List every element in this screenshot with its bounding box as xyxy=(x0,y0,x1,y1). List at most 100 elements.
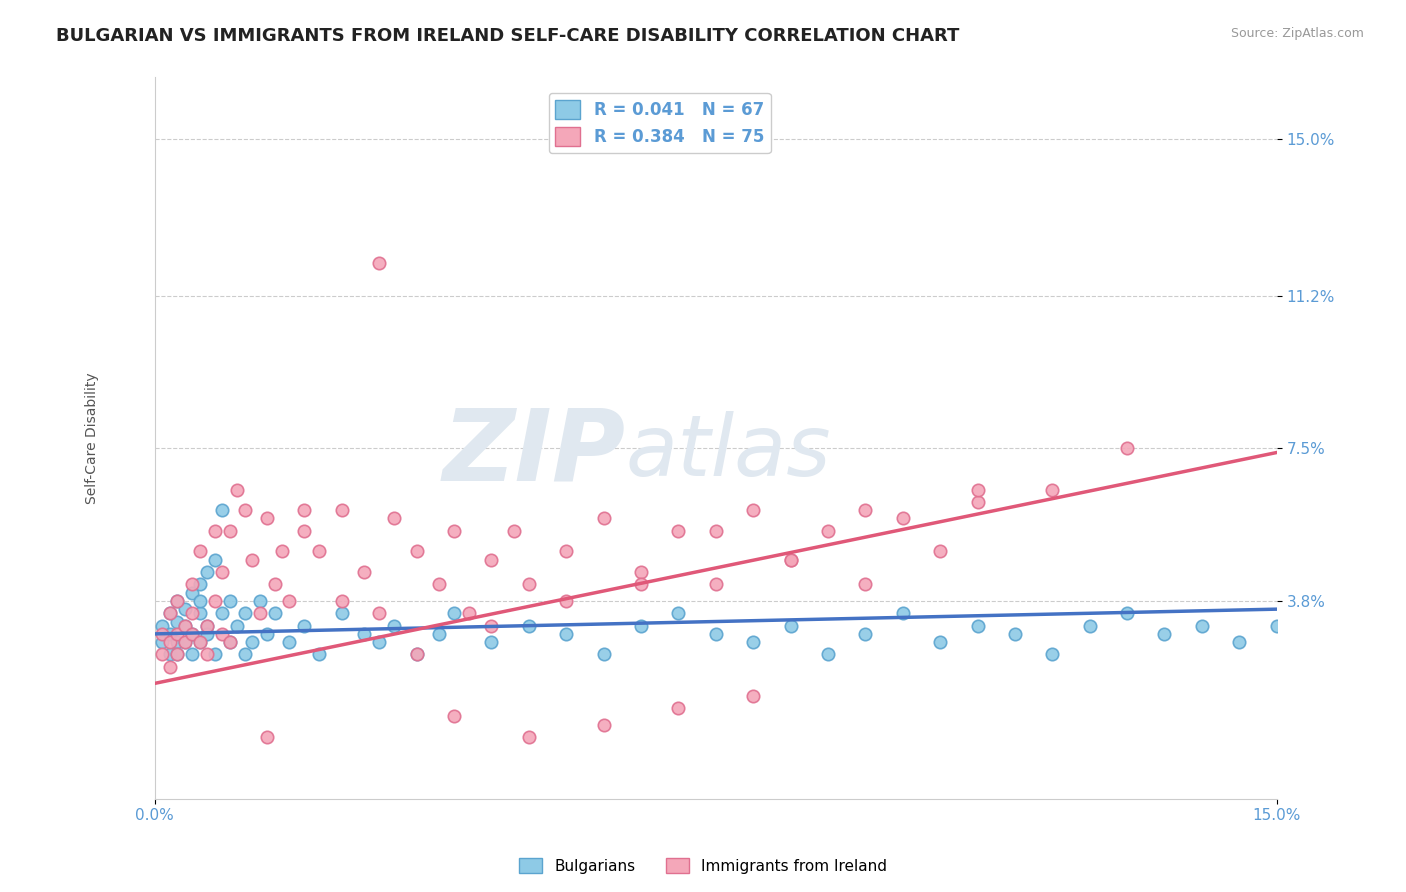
Point xyxy=(592,511,614,525)
Point xyxy=(1040,648,1063,662)
Point xyxy=(1004,627,1026,641)
Point xyxy=(166,627,188,641)
Point xyxy=(166,594,188,608)
Point xyxy=(211,565,233,579)
Point xyxy=(704,524,727,538)
Point xyxy=(308,648,330,662)
Point xyxy=(666,524,689,538)
Point xyxy=(1078,618,1101,632)
Point xyxy=(630,577,652,591)
Point xyxy=(195,565,218,579)
Point xyxy=(1040,483,1063,497)
Point xyxy=(704,577,727,591)
Point xyxy=(779,618,801,632)
Point xyxy=(853,627,876,641)
Point xyxy=(218,635,240,649)
Point xyxy=(226,618,249,632)
Point xyxy=(249,594,271,608)
Point xyxy=(1227,635,1250,649)
Point xyxy=(150,635,173,649)
Point xyxy=(173,618,195,632)
Point xyxy=(159,607,181,621)
Point xyxy=(330,503,353,517)
Legend: R = 0.041   N = 67, R = 0.384   N = 75: R = 0.041 N = 67, R = 0.384 N = 75 xyxy=(548,93,770,153)
Point xyxy=(405,648,427,662)
Point xyxy=(150,627,173,641)
Point xyxy=(929,544,952,558)
Point xyxy=(666,607,689,621)
Point xyxy=(256,730,278,744)
Point xyxy=(181,607,204,621)
Point xyxy=(256,511,278,525)
Point xyxy=(517,618,540,632)
Point xyxy=(368,256,391,270)
Point xyxy=(195,618,218,632)
Point xyxy=(195,648,218,662)
Point xyxy=(166,648,188,662)
Point xyxy=(271,544,294,558)
Point xyxy=(1116,442,1139,456)
Point xyxy=(1116,607,1139,621)
Point xyxy=(150,618,173,632)
Point xyxy=(742,635,765,649)
Point xyxy=(308,544,330,558)
Point xyxy=(218,635,240,649)
Point xyxy=(181,648,204,662)
Point xyxy=(592,717,614,731)
Point xyxy=(891,607,914,621)
Point xyxy=(779,552,801,566)
Point xyxy=(555,594,578,608)
Point xyxy=(166,635,188,649)
Point xyxy=(294,618,316,632)
Point xyxy=(443,607,465,621)
Point xyxy=(481,635,503,649)
Text: BULGARIAN VS IMMIGRANTS FROM IRELAND SELF-CARE DISABILITY CORRELATION CHART: BULGARIAN VS IMMIGRANTS FROM IRELAND SEL… xyxy=(56,27,960,45)
Point xyxy=(382,618,405,632)
Point xyxy=(779,552,801,566)
Y-axis label: Self-Care Disability: Self-Care Disability xyxy=(86,372,100,504)
Point xyxy=(166,615,188,629)
Point xyxy=(458,607,481,621)
Point xyxy=(159,635,181,649)
Point xyxy=(188,607,211,621)
Point xyxy=(211,627,233,641)
Point xyxy=(195,618,218,632)
Point xyxy=(211,503,233,517)
Point xyxy=(159,627,181,641)
Point xyxy=(742,689,765,703)
Point xyxy=(218,594,240,608)
Point xyxy=(666,701,689,715)
Point xyxy=(249,607,271,621)
Point xyxy=(159,607,181,621)
Point xyxy=(517,577,540,591)
Point xyxy=(211,607,233,621)
Point xyxy=(330,607,353,621)
Point xyxy=(368,607,391,621)
Point xyxy=(353,565,375,579)
Point xyxy=(181,627,204,641)
Point xyxy=(1265,618,1288,632)
Point xyxy=(166,594,188,608)
Point xyxy=(427,627,450,641)
Point xyxy=(405,648,427,662)
Point xyxy=(592,648,614,662)
Point xyxy=(188,577,211,591)
Point xyxy=(443,709,465,723)
Point xyxy=(929,635,952,649)
Point xyxy=(173,635,195,649)
Point xyxy=(218,524,240,538)
Point xyxy=(188,635,211,649)
Point xyxy=(188,635,211,649)
Point xyxy=(166,648,188,662)
Point xyxy=(966,483,988,497)
Point xyxy=(853,503,876,517)
Point xyxy=(405,544,427,558)
Text: atlas: atlas xyxy=(626,411,831,494)
Point xyxy=(204,524,226,538)
Point xyxy=(517,730,540,744)
Point xyxy=(159,660,181,674)
Point xyxy=(173,602,195,616)
Point xyxy=(188,594,211,608)
Point xyxy=(481,618,503,632)
Text: ZIP: ZIP xyxy=(443,404,626,501)
